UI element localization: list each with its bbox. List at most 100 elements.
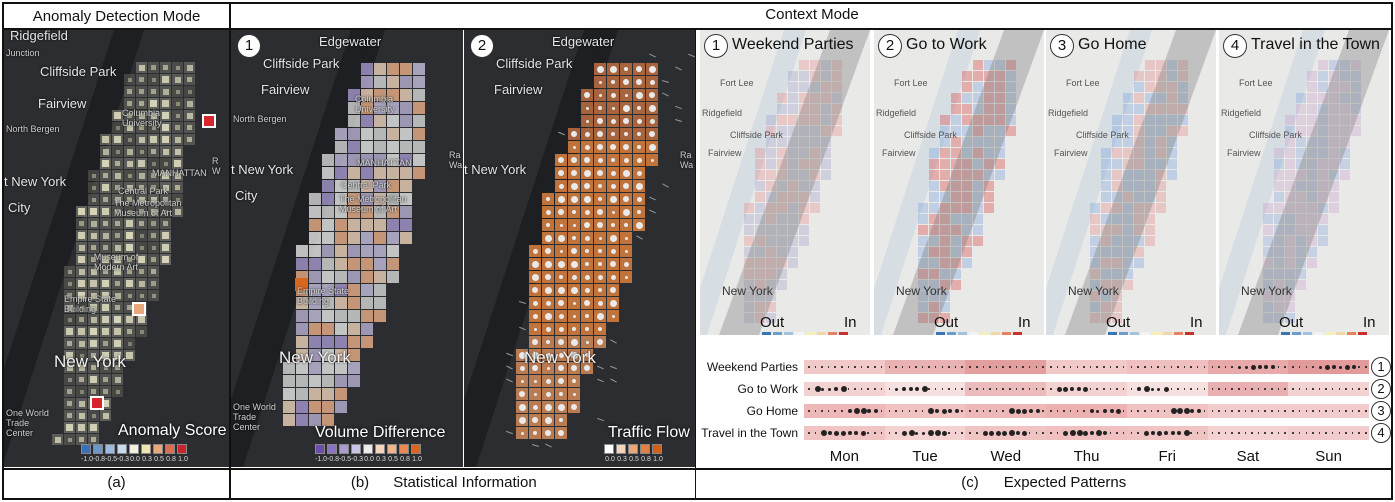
grid-cell (633, 63, 645, 75)
timeline-bar[interactable] (804, 426, 1369, 440)
timeline-dot (821, 430, 828, 436)
grid-cell (296, 336, 308, 348)
traffic-flow-map[interactable]: Edgewater Cliffside Park Fairview t New … (464, 30, 695, 467)
anomaly-cell[interactable] (90, 396, 104, 410)
grid-cell (607, 219, 619, 231)
grid-cell (940, 170, 950, 180)
grid-cell (1274, 313, 1284, 323)
flow-dot (611, 210, 615, 214)
cell-mark (151, 149, 156, 154)
grid-cell (184, 74, 195, 85)
grid-cell (940, 214, 950, 224)
grid-cell (348, 128, 360, 140)
grid-cell (646, 102, 658, 114)
anomaly-cell[interactable] (132, 302, 146, 316)
cell-mark (127, 209, 132, 214)
pattern-map-4[interactable]: Fort Lee Ridgefield Cliffside Park Fairview… (1219, 30, 1389, 335)
timeline-label: Travel in the Town (701, 426, 798, 440)
grid-cell (1101, 225, 1111, 235)
highlight-cell[interactable] (295, 278, 308, 291)
grid-cell (1263, 291, 1273, 301)
cell-mark (175, 113, 180, 118)
flow-dot (544, 403, 552, 411)
timeline-bar[interactable] (804, 404, 1369, 418)
flow-dot (545, 391, 551, 397)
grid-cell (940, 291, 950, 301)
anomaly-cell[interactable] (202, 114, 216, 128)
grid-cell (1123, 236, 1133, 246)
grid-cell (322, 193, 334, 205)
grid-cell (374, 258, 386, 270)
cell-mark (102, 136, 109, 143)
timeline-dot (1130, 388, 1133, 390)
grid-cell (112, 278, 123, 289)
flow-dot (532, 313, 538, 319)
grid-cell (1274, 302, 1284, 312)
grid-cell (322, 310, 334, 322)
flow-dot (585, 340, 589, 344)
timeline-dot (1096, 388, 1098, 390)
grid-cell (361, 89, 373, 101)
grid-cell (100, 266, 111, 277)
grid-cell (322, 362, 334, 374)
volume-difference-map[interactable]: Edgewater Cliffside Park Fairview North … (231, 30, 463, 467)
timeline-dot (1109, 388, 1112, 390)
timeline-dot (908, 366, 911, 368)
pattern-map-3[interactable]: Fort Lee Ridgefield Cliffside Park Fairview… (1046, 30, 1216, 335)
map-label-ridgefield: Ridgefield (1221, 108, 1262, 118)
grid-cell (620, 271, 632, 283)
grid-cell (136, 194, 147, 205)
legend-swatch (1174, 332, 1183, 335)
grid-cell (283, 401, 295, 413)
traffic-legend-swatches (604, 444, 664, 454)
grid-cell (821, 148, 831, 158)
grid-cell (1123, 203, 1133, 213)
grid-cell (929, 313, 939, 323)
map-label-newyork: New York (722, 284, 773, 298)
timeline-dot (1211, 388, 1214, 390)
grid-cell (951, 269, 961, 279)
grid-cell (542, 427, 554, 439)
grid-cell (1090, 214, 1100, 224)
grid-cell (810, 203, 820, 213)
grid-cell (929, 181, 939, 191)
flow-tick (531, 444, 540, 447)
pattern-map-2[interactable]: Fort Lee Ridgefield Cliffside Park Fairview… (874, 30, 1044, 335)
grid-cell (76, 242, 87, 253)
grid-cell (581, 206, 593, 218)
cell-mark (115, 125, 120, 130)
timeline-bar[interactable] (804, 382, 1369, 396)
timeline-dot (901, 410, 904, 412)
flow-dot (636, 79, 642, 85)
timeline-dot (915, 431, 919, 435)
grid-cell (529, 245, 541, 257)
pattern-map-1[interactable]: Fort Lee Ridgefield Cliffside Park Fairview… (700, 30, 870, 335)
grid-cell (607, 128, 619, 140)
grid-cell (633, 128, 645, 140)
timeline-bar[interactable] (804, 360, 1369, 374)
grid-cell (1101, 247, 1111, 257)
cell-mark (127, 137, 132, 142)
grid-cell (516, 362, 528, 374)
timeline-dot (1338, 388, 1341, 390)
map-label-oneworld: One World Trade Center (6, 408, 49, 438)
grid-cell (929, 225, 939, 235)
grid-cell (929, 269, 939, 279)
grid-cell (1285, 192, 1295, 202)
timeline-dot (1144, 386, 1151, 392)
anomaly-map[interactable]: Ridgefield Junction Cliffside Park Fairv… (4, 30, 229, 467)
legend-in-label: In (1190, 314, 1203, 331)
cell-mark (138, 316, 145, 323)
grid-cell (1318, 192, 1328, 202)
cell-mark (91, 389, 96, 394)
grid-cell (516, 388, 528, 400)
grid-cell (400, 128, 412, 140)
grid-cell (348, 323, 360, 335)
cell-mark (78, 232, 85, 239)
timeline-dot (1109, 409, 1114, 413)
timeline-dot (1358, 432, 1360, 434)
grid-cell (136, 266, 147, 277)
timeline-dot (969, 432, 971, 434)
timeline-dot (941, 430, 947, 436)
cell-mark (91, 413, 96, 418)
